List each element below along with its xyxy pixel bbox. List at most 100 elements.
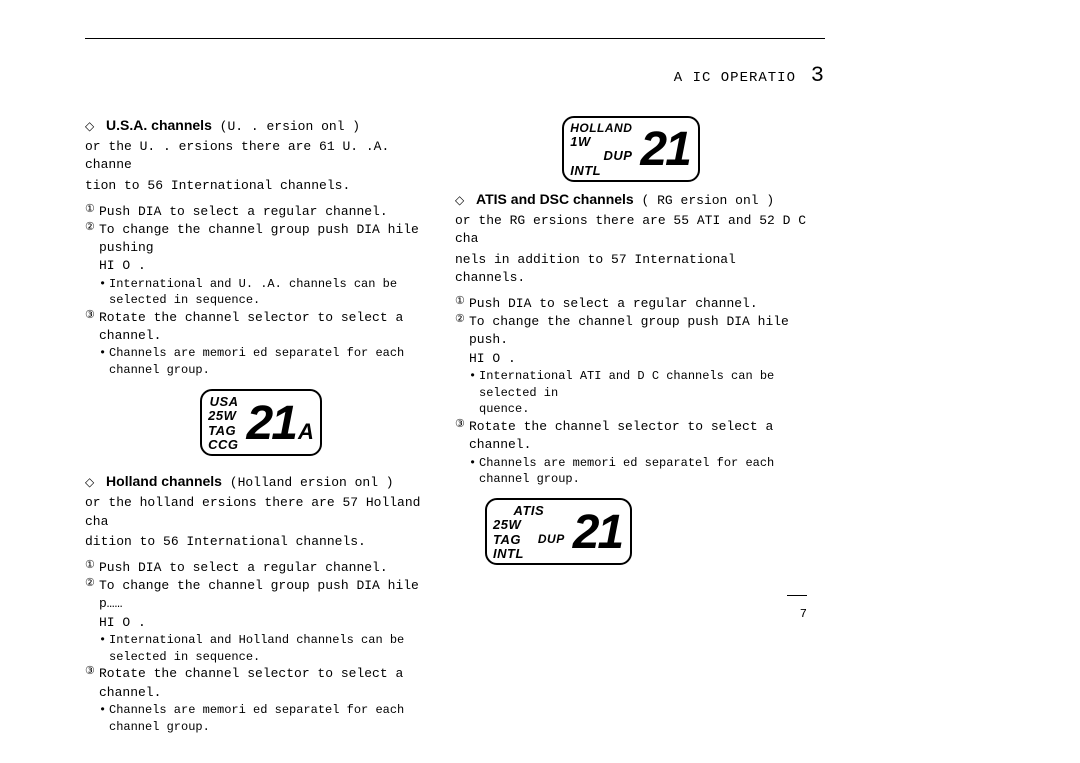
lcd-l2: TAG	[493, 533, 524, 547]
step-num-3: ③	[85, 665, 99, 680]
atis-step2a-text: To change the channel group push DIA hil…	[469, 313, 807, 349]
holland-step1: ① Push DIA to select a regular channel.	[85, 559, 437, 577]
top-rule	[85, 38, 825, 39]
diamond-icon: ◇	[85, 474, 94, 491]
usa-title: U.S.A. channels	[106, 117, 212, 133]
lcd-l2: TAG	[208, 424, 238, 438]
atis-step2b-text: HI O .	[469, 350, 807, 368]
lcd-digits: 21	[247, 402, 296, 445]
atis-bullet2-text: Channels are memori ed separatel for eac…	[479, 455, 807, 489]
lcd-display: USA 25W TAG CCG 21 A	[200, 389, 322, 456]
step-num-1: ①	[85, 203, 99, 218]
lcd-suffix: A	[298, 422, 312, 442]
lcd-digits: 21	[640, 128, 689, 171]
usa-bullet1: • International and U. .A. channels can …	[99, 276, 437, 310]
atis-lcd: ATIS 25W TAG INTL DUP	[485, 498, 807, 565]
diamond-icon: ◇	[455, 192, 464, 209]
step-num-1: ①	[85, 559, 99, 574]
bullet-icon: •	[99, 632, 109, 649]
atis-steps: ① Push DIA to select a regular channel. …	[455, 295, 807, 488]
atis-step3-text: Rotate the channel selector to select a …	[469, 418, 807, 454]
lcd-mid: DUP	[603, 149, 632, 163]
usa-step2a-text: To change the channel group push DIA hil…	[99, 221, 437, 257]
atis-qual: ( RG ersion onl )	[642, 193, 775, 208]
usa-bullet2-text: Channels are memori ed separatel for eac…	[109, 345, 437, 379]
atis-heading-row: ◇ ATIS and DSC channels ( RG ersion onl …	[455, 190, 807, 210]
holland-heading-row: ◇ Holland channels (Holland ersion onl )	[85, 472, 437, 492]
usa-step2: ② To change the channel group push DIA h…	[85, 221, 437, 257]
holland-bullet1-text: International and Holland channels can b…	[109, 632, 437, 666]
atis-step2b: HI O .	[455, 350, 807, 368]
holland-lcd: HOLLAND 1W DUP INTL 21	[455, 116, 807, 182]
bullet-icon: •	[469, 455, 479, 472]
lcd-digits: 21	[573, 511, 622, 554]
lcd-l1: 1W	[570, 135, 632, 149]
holland-step2: ② To change the channel group push DIA h…	[85, 577, 437, 613]
usa-step3: ③ Rotate the channel selector to select …	[85, 309, 437, 345]
bullet-icon: •	[99, 276, 109, 293]
usa-step1: ① Push DIA to select a regular channel.	[85, 203, 437, 221]
lcd-number: 21	[573, 511, 622, 554]
page-header: A IC OPERATIO 3	[85, 63, 825, 88]
step-num-3: ③	[85, 309, 99, 324]
atis-step1-text: Push DIA to select a regular channel.	[469, 295, 807, 313]
section-atis: ◇ ATIS and DSC channels ( RG ersion onl …	[455, 190, 807, 565]
atis-intro1: or the RG ersions there are 55 ATI and 5…	[455, 212, 807, 248]
atis-bullet1a: • International ATI and D C channels can…	[469, 368, 807, 402]
holland-step2a-text: To change the channel group push DIA hil…	[99, 577, 437, 613]
atis-bullet1b-text: quence.	[479, 401, 529, 418]
lcd-display: HOLLAND 1W DUP INTL 21	[562, 116, 700, 182]
holland-bullet2-text: Channels are memori ed separatel for eac…	[109, 702, 437, 736]
usa-qual: (U. . ersion onl )	[220, 119, 360, 134]
usa-heading-row: ◇ U.S.A. channels (U. . ersion onl )	[85, 116, 437, 136]
holland-title: Holland channels	[106, 473, 222, 489]
usa-step3-text: Rotate the channel selector to select a …	[99, 309, 437, 345]
lcd-display: ATIS 25W TAG INTL DUP	[485, 498, 632, 565]
holland-qual: (Holland ersion onl )	[230, 475, 394, 490]
atis-intro2: nels in addition to 57 International cha…	[455, 251, 807, 287]
atis-step2: ② To change the channel group push DIA h…	[455, 313, 807, 349]
step-num-2: ②	[85, 577, 99, 592]
holland-intro1: or the holland ersions there are 57 Holl…	[85, 494, 437, 530]
left-column: ◇ U.S.A. channels (U. . ersion onl ) or …	[85, 116, 437, 735]
lcd-number: 21 A	[247, 402, 312, 445]
bullet-icon: •	[99, 345, 109, 362]
usa-step1-text: Push DIA to select a regular channel.	[99, 203, 437, 221]
lcd-l1: 25W	[493, 518, 524, 532]
holland-bullet1: • International and Holland channels can…	[99, 632, 437, 666]
holland-step3-text: Rotate the channel selector to select a …	[99, 665, 437, 701]
lcd-top: ATIS	[514, 504, 545, 518]
atis-title: ATIS and DSC channels	[476, 191, 634, 207]
atis-bullet1b: quence.	[469, 401, 807, 418]
bullet-icon: •	[99, 702, 109, 719]
usa-intro1: or the U. . ersions there are 61 U. .A. …	[85, 138, 437, 174]
header-label: A IC OPERATIO	[674, 70, 796, 86]
step-num-2: ②	[455, 313, 469, 328]
holland-step2b: HI O .	[85, 614, 437, 632]
step-num-2: ②	[85, 221, 99, 236]
page-number: 7	[455, 606, 807, 623]
lcd-l1: 25W	[208, 409, 238, 423]
usa-intro2: tion to 56 International channels.	[85, 177, 437, 195]
holland-intro2: dition to 56 International channels.	[85, 533, 437, 551]
page: A IC OPERATIO 3 ◇ U.S.A. channels (U. . …	[85, 38, 825, 735]
usa-lcd: USA 25W TAG CCG 21 A	[85, 389, 437, 456]
section-usa: ◇ U.S.A. channels (U. . ersion onl ) or …	[85, 116, 437, 456]
lcd-l3: CCG	[208, 438, 238, 452]
atis-bullet1a-text: International ATI and D C channels can b…	[479, 368, 807, 402]
lcd-left-labels: HOLLAND 1W DUP INTL	[570, 122, 632, 178]
holland-bullet2: • Channels are memori ed separatel for e…	[99, 702, 437, 736]
usa-bullet1-text: International and U. .A. channels can be…	[109, 276, 437, 310]
lcd-left-labels: ATIS 25W TAG INTL DUP	[493, 504, 565, 561]
lcd-l3: INTL	[570, 164, 632, 178]
right-column: HOLLAND 1W DUP INTL 21 ◇ ATIS and DSC ch…	[455, 116, 807, 735]
usa-step2b: HI O .	[85, 257, 437, 275]
atis-step1: ① Push DIA to select a regular channel.	[455, 295, 807, 313]
pagenum-rule	[787, 595, 807, 596]
holland-step2b-text: HI O .	[99, 614, 437, 632]
atis-step3: ③ Rotate the channel selector to select …	[455, 418, 807, 454]
bullet-icon: •	[469, 368, 479, 385]
page-number-block: 7	[455, 587, 807, 622]
section-holland: ◇ Holland channels (Holland ersion onl )…	[85, 472, 437, 735]
lcd-left-labels: USA 25W TAG CCG	[208, 395, 238, 452]
